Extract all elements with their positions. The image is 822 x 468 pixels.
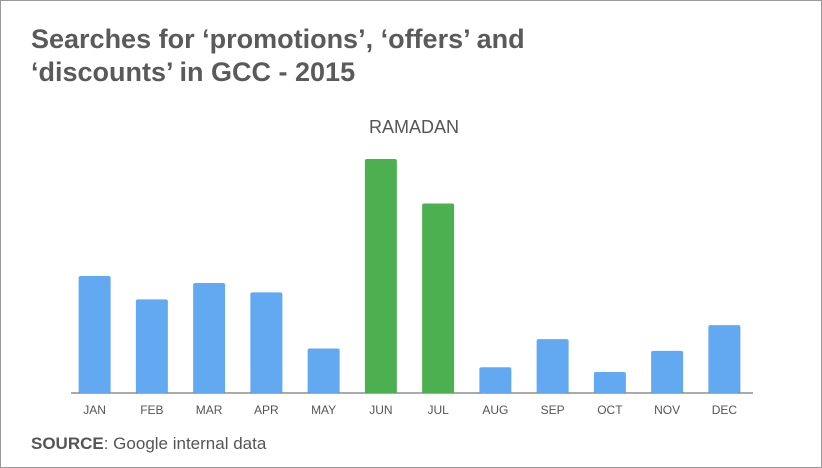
- bar: [307, 348, 340, 393]
- x-tick-label: FEB: [140, 403, 163, 417]
- bar: [78, 276, 111, 393]
- x-tick-label: JUL: [427, 403, 449, 417]
- bar: [536, 339, 569, 393]
- x-tick-label: SEP: [541, 403, 565, 417]
- bar: [651, 350, 684, 393]
- x-tick-label: JAN: [83, 403, 106, 417]
- x-tick-label: MAY: [311, 403, 336, 417]
- bar: [364, 159, 397, 393]
- x-tick-label: JUN: [369, 403, 392, 417]
- bar: [250, 292, 283, 393]
- chart-title: Searches for ‘promotions’, ‘offers’ and …: [31, 24, 525, 87]
- source: SOURCE: Google internal data: [31, 434, 266, 454]
- x-tick-label: NOV: [654, 403, 680, 417]
- bar: [479, 367, 512, 393]
- x-tick-label: DEC: [712, 403, 738, 417]
- source-text: : Google internal data: [103, 434, 267, 453]
- source-label: SOURCE: [31, 434, 104, 453]
- bar: [422, 203, 455, 393]
- x-tick-label: AUG: [482, 403, 508, 417]
- bar: [135, 299, 168, 393]
- x-tick-label: MAR: [196, 403, 223, 417]
- x-tick-label: APR: [254, 403, 279, 417]
- x-tick-label: OCT: [597, 403, 623, 417]
- annotation: RAMADAN: [369, 117, 459, 137]
- bar: [708, 325, 741, 393]
- bar: [593, 371, 626, 393]
- bar: [193, 283, 226, 393]
